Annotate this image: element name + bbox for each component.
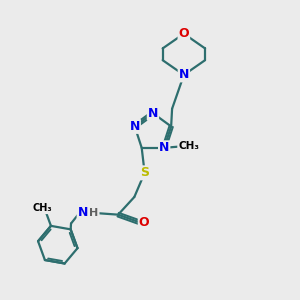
Text: CH₃: CH₃ [32, 203, 52, 213]
Text: N: N [130, 120, 140, 133]
Text: CH₃: CH₃ [178, 141, 199, 151]
Text: N: N [179, 68, 189, 81]
Text: O: O [178, 27, 189, 40]
Text: N: N [78, 206, 88, 219]
Text: N: N [148, 107, 158, 120]
Text: O: O [139, 215, 149, 229]
Text: H: H [89, 208, 99, 218]
Text: S: S [140, 166, 149, 179]
Text: N: N [159, 141, 169, 154]
